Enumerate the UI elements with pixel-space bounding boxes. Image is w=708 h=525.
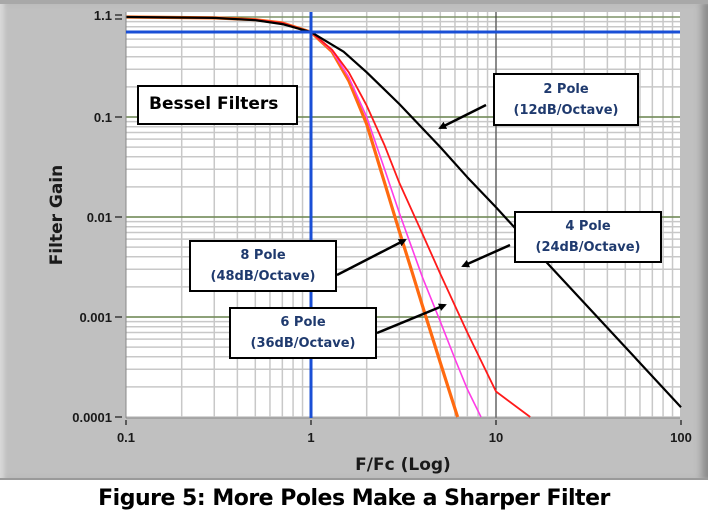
annotation-6-pole-label: 6 Pole	[280, 315, 326, 330]
y-tick-label: 0.1	[94, 110, 112, 125]
annotation-8-pole: 8 Pole (48dB/Octave)	[189, 240, 337, 292]
annotation-2-pole-slope: (12dB/Octave)	[513, 103, 619, 118]
annotation-2-pole: 2 Pole (12dB/Octave)	[493, 73, 639, 126]
x-axis-title: F/Fc (Log)	[355, 455, 451, 475]
y-axis-ticks: 1.1 0.1 0.01 0.001 0.0001	[72, 8, 122, 425]
y-tick-label: 0.01	[87, 210, 112, 225]
x-tick-label: 1	[307, 430, 314, 445]
annotation-8-pole-label: 8 Pole	[240, 248, 286, 263]
y-axis-title: Filter Gain	[47, 165, 67, 266]
y-tick-label: 0.001	[79, 310, 112, 325]
y-tick-label: 1.1	[94, 8, 112, 23]
chart-title-box: Bessel Filters	[137, 85, 298, 125]
annotation-6-pole: 6 Pole (36dB/Octave)	[229, 307, 377, 359]
annotation-8-pole-slope: (48dB/Octave)	[210, 269, 316, 284]
y-tick-label: 0.0001	[72, 410, 112, 425]
annotation-4-pole: 4 Pole (24dB/Octave)	[514, 211, 662, 263]
x-tick-label: 100	[670, 430, 692, 445]
figure-caption: Figure 5: More Poles Make a Sharper Filt…	[98, 486, 610, 511]
annotation-6-pole-slope: (36dB/Octave)	[250, 336, 356, 351]
chart-title: Bessel Filters	[149, 94, 279, 114]
x-axis-ticks: 0.1 1 10 100	[117, 420, 692, 445]
annotation-4-pole-label: 4 Pole	[565, 219, 611, 234]
annotation-2-pole-label: 2 Pole	[543, 82, 589, 97]
x-tick-label: 0.1	[117, 430, 135, 445]
x-tick-label: 10	[489, 430, 503, 445]
annotation-arrows	[336, 103, 511, 335]
annotation-4-pole-slope: (24dB/Octave)	[535, 240, 641, 255]
